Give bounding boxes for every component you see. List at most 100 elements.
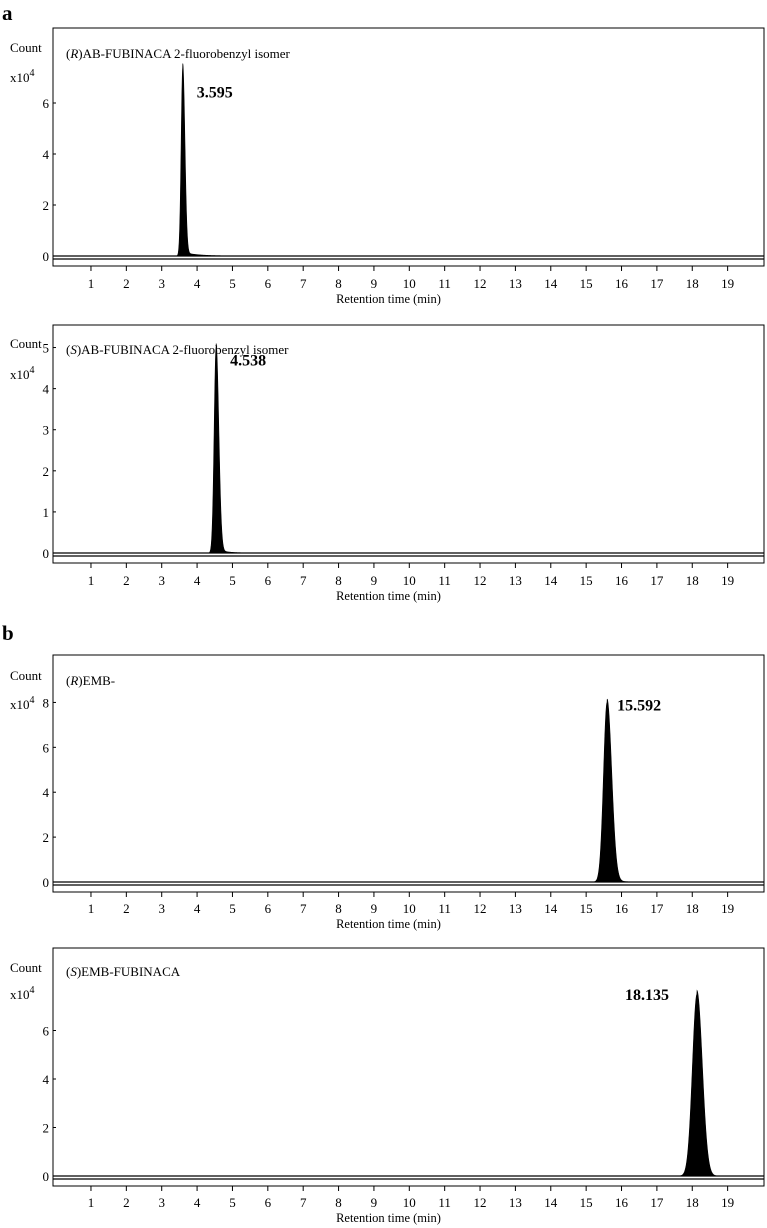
- peak-trace: [662, 989, 744, 1177]
- x-tick-label: 3: [158, 1195, 165, 1210]
- x-tick-label: 1: [88, 1195, 95, 1210]
- y-tick-label: 8: [43, 695, 50, 710]
- x-tick-label: 8: [335, 901, 342, 916]
- x-tick-label: 11: [438, 1195, 451, 1210]
- x-axis-label: Retention time (min): [336, 917, 441, 931]
- x-tick-label: 9: [371, 1195, 378, 1210]
- y-axis-label: Count: [10, 960, 42, 975]
- peak-label: 18.135: [625, 987, 669, 1004]
- x-axis-label: Retention time (min): [336, 292, 441, 306]
- x-tick-label: 11: [438, 901, 451, 916]
- x-tick-label: 2: [123, 276, 130, 291]
- y-tick-label: 4: [43, 382, 50, 397]
- x-tick-label: 7: [300, 573, 307, 588]
- plot-frame: [52, 947, 765, 1187]
- x-tick-label: 18: [686, 573, 699, 588]
- panel-letter-b: b: [2, 621, 14, 645]
- x-tick-label: 14: [544, 573, 558, 588]
- y-tick-label: 0: [43, 875, 50, 890]
- x-tick-label: 16: [615, 901, 629, 916]
- x-tick-label: 16: [615, 276, 629, 291]
- x-tick-label: 14: [544, 276, 558, 291]
- x-tick-label: 4: [194, 276, 201, 291]
- x-tick-label: 6: [265, 1195, 272, 1210]
- peak-trace: [578, 698, 654, 883]
- x-tick-label: 6: [265, 901, 272, 916]
- x-tick-label: 4: [194, 573, 201, 588]
- peak-label: 3.595: [197, 84, 233, 101]
- y-axis-label: Count: [10, 668, 42, 683]
- x-tick-label: 14: [544, 901, 558, 916]
- x-tick-label: 11: [438, 276, 451, 291]
- x-tick-label: 4: [194, 901, 201, 916]
- enantiomer-label: S: [70, 964, 77, 979]
- y-axis-label: Count: [10, 40, 42, 55]
- y-axis-unit: x104: [10, 68, 35, 85]
- peak-trace: [166, 63, 221, 257]
- x-tick-label: 7: [300, 1195, 307, 1210]
- y-tick-label: 6: [43, 96, 50, 111]
- x-tick-label: 4: [194, 1195, 201, 1210]
- x-tick-label: 18: [686, 1195, 699, 1210]
- y-tick-label: 0: [43, 249, 50, 264]
- x-tick-label: 18: [686, 901, 699, 916]
- x-tick-label: 19: [721, 276, 734, 291]
- x-tick-label: 2: [123, 1195, 130, 1210]
- x-tick-label: 12: [474, 276, 487, 291]
- x-tick-label: 18: [686, 276, 699, 291]
- x-tick-label: 14: [544, 1195, 558, 1210]
- x-tick-label: 6: [265, 573, 272, 588]
- x-tick-label: 10: [403, 573, 416, 588]
- y-tick-label: 4: [43, 147, 50, 162]
- x-tick-label: 17: [650, 1195, 664, 1210]
- x-tick-label: 2: [123, 573, 130, 588]
- x-tick-label: 3: [158, 901, 165, 916]
- x-tick-label: 5: [229, 276, 236, 291]
- x-tick-label: 19: [721, 901, 734, 916]
- x-tick-label: 7: [300, 901, 307, 916]
- x-tick-label: 1: [88, 901, 95, 916]
- x-tick-label: 15: [580, 1195, 593, 1210]
- x-tick-label: 10: [403, 276, 416, 291]
- y-axis-unit-exponent: 4: [30, 68, 35, 79]
- x-tick-label: 12: [474, 1195, 487, 1210]
- y-axis-unit: x104: [10, 365, 35, 382]
- x-tick-label: 9: [371, 573, 378, 588]
- y-axis-unit: x104: [10, 985, 35, 1002]
- x-axis-label: Retention time (min): [336, 589, 441, 603]
- peak-label: 15.592: [617, 697, 661, 714]
- y-axis-unit-exponent: 4: [30, 365, 35, 376]
- y-tick-label: 2: [43, 1121, 50, 1136]
- x-tick-label: 5: [229, 1195, 236, 1210]
- x-tick-label: 13: [509, 573, 522, 588]
- chromatogram-title: (R)AB-FUBINACA 2-fluorobenzyl isomer: [66, 46, 291, 61]
- x-tick-label: 15: [580, 901, 593, 916]
- panel-letter-a: a: [2, 1, 13, 25]
- x-tick-label: 11: [438, 573, 451, 588]
- x-tick-label: 8: [335, 276, 342, 291]
- plot-frame: [52, 27, 765, 267]
- x-tick-label: 1: [88, 276, 95, 291]
- x-tick-label: 10: [403, 1195, 416, 1210]
- x-tick-label: 5: [229, 901, 236, 916]
- x-tick-label: 19: [721, 573, 734, 588]
- enantiomer-label: S: [70, 342, 77, 357]
- x-tick-label: 5: [229, 573, 236, 588]
- peak-trace: [197, 343, 252, 554]
- x-tick-label: 15: [580, 276, 593, 291]
- y-axis-unit-exponent: 4: [30, 985, 35, 996]
- x-tick-label: 16: [615, 1195, 629, 1210]
- y-axis-unit: x104: [10, 695, 35, 712]
- x-tick-label: 13: [509, 901, 522, 916]
- chromatogram-title: (S)EMB-FUBINACA: [66, 964, 181, 979]
- chromatogram-title: (R)EMB-: [66, 673, 115, 688]
- x-tick-label: 3: [158, 573, 165, 588]
- x-tick-label: 6: [265, 276, 272, 291]
- y-axis-unit-exponent: 4: [30, 695, 35, 706]
- x-axis-label: Retention time (min): [336, 1211, 441, 1225]
- plot-frame: [52, 654, 765, 893]
- y-tick-label: 2: [43, 198, 50, 213]
